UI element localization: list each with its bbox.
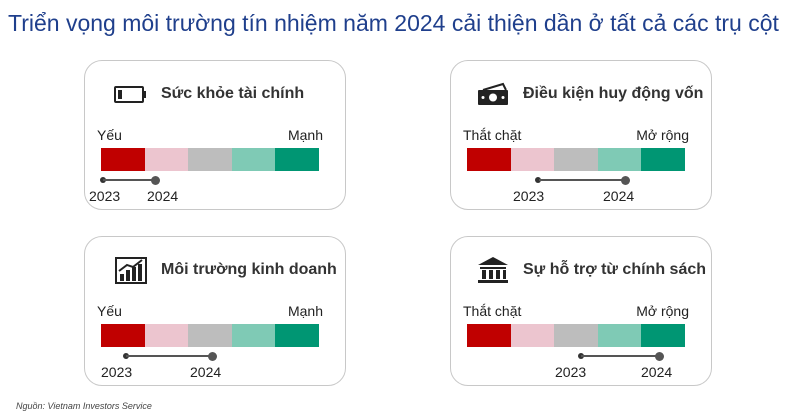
scale-right-label: Mạnh [287,303,323,319]
timeline: 2023 2024 [85,173,347,209]
scale-right-label: Mở rộng [636,127,689,143]
battery-icon [113,79,149,109]
timeline-line [539,179,623,181]
timeline-line [126,355,210,357]
year-start: 2023 [89,188,121,204]
timeline-end-dot [151,176,160,185]
source-note: Nguồn: Vietnam Investors Service [16,401,152,411]
scale-segment-1 [467,148,511,171]
year-start: 2023 [513,188,545,204]
scale-segment-2 [144,148,189,171]
scale-bar [467,324,685,347]
scale-segment-1 [101,324,145,347]
card-title: Môi trường kinh doanh [161,261,337,278]
card-header: Sự hỗ trợ từ chính sách [475,255,706,285]
scale-left-label: Thắt chặt [463,303,522,319]
timeline: 2023 2024 [451,173,713,209]
scale-segment-3 [554,148,598,171]
scale-segment-3 [188,148,232,171]
card-header: Sức khỏe tài chính [113,79,304,109]
timeline: 2023 2024 [85,349,347,385]
cash-icon [475,79,511,109]
scale-segment-4 [231,324,276,347]
year-end: 2024 [147,188,179,204]
scale-segment-3 [554,324,598,347]
scale-left-label: Thắt chặt [463,127,522,143]
scale-right-label: Mở rộng [636,303,689,319]
scale-segment-5 [275,324,319,347]
scale-segment-4 [597,324,642,347]
timeline-end-dot [208,352,217,361]
scale-segment-1 [467,324,511,347]
scale-segment-2 [510,148,555,171]
scale-bar [101,324,319,347]
year-end: 2024 [603,188,635,204]
scale-segment-5 [641,324,685,347]
card-title: Sự hỗ trợ từ chính sách [523,261,707,278]
card-business-environment: Môi trường kinh doanh Yếu Mạnh 2023 2024 [84,236,346,386]
timeline-line [103,179,153,181]
timeline-end-dot [655,352,664,361]
scale-segment-4 [231,148,276,171]
scale-segment-2 [510,324,555,347]
year-end: 2024 [190,364,222,380]
government-building-icon [475,255,511,285]
scale-segment-1 [101,148,145,171]
scale-left-label: Yếu [97,127,122,143]
scale-segment-5 [275,148,319,171]
card-header: Môi trường kinh doanh [113,255,337,285]
card-funding-conditions: Điều kiện huy động vốn Thắt chặt Mở rộng… [450,60,712,210]
timeline: 2023 2024 [451,349,713,385]
timeline-line [581,355,657,357]
scale-bar [101,148,319,171]
scale-segment-3 [188,324,232,347]
year-start: 2023 [101,364,133,380]
card-policy-support: Sự hỗ trợ từ chính sách Thắt chặt Mở rộn… [450,236,712,386]
card-financial-health: Sức khỏe tài chính Yếu Mạnh 2023 2024 [84,60,346,210]
scale-segment-2 [144,324,189,347]
card-title: Sức khỏe tài chính [161,85,305,102]
scale-segment-5 [641,148,685,171]
scale-segment-4 [597,148,642,171]
card-title: Điều kiện huy động vốn [523,85,704,102]
year-end: 2024 [641,364,673,380]
growth-chart-icon [113,255,149,285]
scale-left-label: Yếu [97,303,122,319]
scale-bar [467,148,685,171]
card-header: Điều kiện huy động vốn [475,79,703,109]
timeline-end-dot [621,176,630,185]
year-start: 2023 [555,364,587,380]
page-title: Triển vọng môi trường tín nhiệm năm 2024… [8,10,779,36]
scale-right-label: Mạnh [287,127,323,143]
timeline-start-dot [535,177,541,183]
